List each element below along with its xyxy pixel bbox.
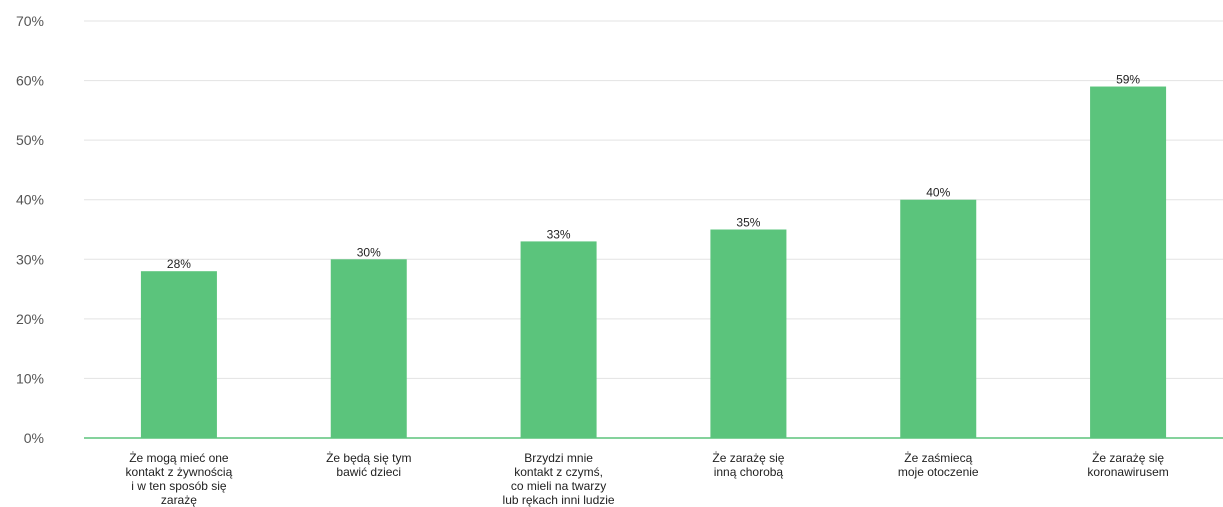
category-label-line: Że mogą mieć one — [129, 451, 229, 465]
bar — [900, 199, 977, 438]
bars — [140, 86, 1167, 439]
category-label: Że zarażę się inną chorobą — [712, 451, 784, 479]
bar — [1090, 86, 1167, 439]
category-label-line: i w ten sposób się — [131, 479, 227, 493]
y-axis-tick-labels: 0% 10% 20% 30% 40% 50% 60% 70% — [16, 13, 44, 446]
category-label-line: Brzydzi mnie — [524, 451, 593, 465]
category-label-line: Że zarażę się — [712, 451, 784, 465]
category-labels: Że mogą mieć one kontakt z żywnością i w t… — [126, 451, 1169, 507]
category-label: Że zarażę się koronawirusem — [1087, 451, 1168, 479]
category-label-line: Że zarażę się — [1092, 451, 1164, 465]
gridlines — [84, 20, 1223, 379]
bar — [330, 259, 407, 438]
bar — [140, 271, 217, 438]
category-label-line: zarażę — [161, 493, 197, 507]
y-tick-label: 50% — [16, 132, 44, 148]
bar-value-label: 28% — [167, 257, 191, 271]
y-tick-label: 70% — [16, 13, 44, 29]
category-label-line: moje otoczenie — [898, 465, 979, 479]
category-label-line: kontakt z żywnością — [126, 465, 233, 479]
category-label-line: lub rękach inni ludzie — [503, 493, 615, 507]
bar-value-label: 30% — [357, 245, 381, 259]
y-tick-label: 30% — [16, 251, 44, 267]
bar-value-label: 40% — [926, 186, 950, 200]
bar-value-label: 59% — [1116, 73, 1140, 87]
y-tick-label: 40% — [16, 192, 44, 208]
category-label-line: kontakt z czymś, — [514, 465, 603, 479]
y-tick-label: 20% — [16, 311, 44, 327]
bar-value-label: 35% — [736, 216, 760, 230]
y-tick-label: 0% — [24, 430, 44, 446]
category-label: Że zaśmiecą moje otoczenie — [898, 451, 979, 479]
category-label-line: bawić dzieci — [336, 465, 401, 479]
category-label-line: Że będą się tym — [326, 451, 411, 465]
bar-value-label: 33% — [547, 227, 571, 241]
bar — [710, 229, 787, 438]
y-tick-label: 10% — [16, 370, 44, 386]
category-label-line: inną chorobą — [714, 465, 784, 479]
category-label: Że mogą mieć one kontakt z żywnością i w t… — [126, 451, 233, 507]
category-label: Że będą się tym bawić dzieci — [326, 451, 411, 479]
category-label: Brzydzi mnie kontakt z czymś, co mieli na … — [503, 451, 615, 507]
category-label-line: Że zaśmiecą — [904, 451, 972, 465]
bar — [520, 241, 597, 438]
category-label-line: koronawirusem — [1087, 465, 1168, 479]
data-labels: 28% 30% 33% 35% 40% 59% — [167, 73, 1141, 272]
category-label-line: co mieli na twarzy — [511, 479, 606, 493]
y-tick-label: 60% — [16, 73, 44, 89]
